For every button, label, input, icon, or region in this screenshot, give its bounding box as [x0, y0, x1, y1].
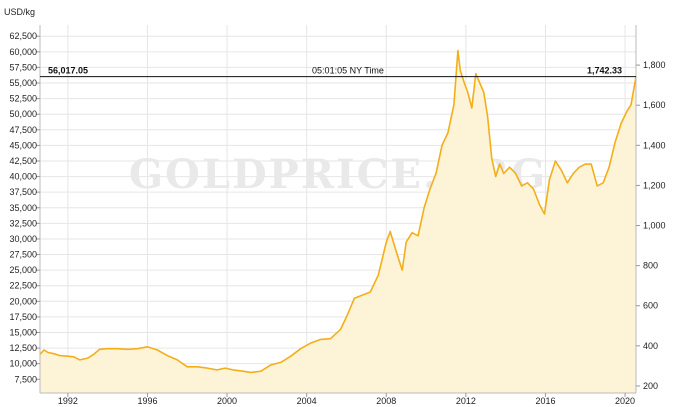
- left-tick-label: 27,500: [9, 250, 37, 260]
- x-tick-label: 2016: [535, 396, 555, 406]
- right-axis-ticks: 200 400 600 800 1,000 1,200 1,400 1,600 1,800: [636, 60, 666, 391]
- left-tick-label: 32,500: [9, 218, 37, 228]
- left-tick-label: 20,000: [9, 296, 37, 306]
- left-tick-label: 30,000: [9, 234, 37, 244]
- left-tick-label: 45,000: [9, 140, 37, 150]
- series-area-fill: [40, 50, 636, 393]
- series-line-path: [39, 49, 637, 374]
- right-tick-label: 1,200: [643, 180, 666, 190]
- right-tick-label: 1,600: [643, 100, 666, 110]
- x-axis-ticks: 1992 1996 2000 2004 2008 2012 2016 2020: [58, 393, 635, 406]
- right-tick-label: 1,800: [643, 60, 666, 70]
- axes: [39, 25, 637, 394]
- left-tick-label: 7,500: [14, 374, 37, 384]
- left-tick-label: 42,500: [9, 156, 37, 166]
- series-area: [40, 50, 636, 393]
- left-tick-label: 10,000: [9, 359, 37, 369]
- left-tick-label: 22,500: [9, 281, 37, 291]
- left-tick-label: 17,500: [9, 312, 37, 322]
- x-tick-label: 1996: [137, 396, 157, 406]
- left-tick-label: 25,000: [9, 265, 37, 275]
- left-tick-label: 55,000: [9, 78, 37, 88]
- left-tick-label: 15,000: [9, 327, 37, 337]
- left-tick-label: 37,500: [9, 187, 37, 197]
- crosshair-right-value: 1,742.33: [587, 66, 622, 76]
- right-tick-label: 200: [643, 381, 658, 391]
- left-tick-label: 47,500: [9, 125, 37, 135]
- right-tick-label: 600: [643, 301, 658, 311]
- left-tick-label: 57,500: [9, 62, 37, 72]
- x-tick-label: 2008: [376, 396, 396, 406]
- left-tick-label: 40,000: [9, 172, 37, 182]
- crosshair[interactable]: 56,017.05 05:01:05 NY Time 1,742.33: [40, 66, 636, 78]
- x-tick-label: 2020: [615, 396, 635, 406]
- x-tick-label: 2004: [297, 396, 317, 406]
- x-tick-label: 2012: [456, 396, 476, 406]
- right-tick-label: 800: [643, 261, 658, 271]
- left-tick-label: 62,500: [9, 31, 37, 41]
- crosshair-left-value: 56,017.05: [48, 66, 88, 76]
- x-tick-label: 2000: [217, 396, 237, 406]
- right-tick-label: 1,400: [643, 140, 666, 150]
- right-tick-label: 400: [643, 341, 658, 351]
- right-tick-label: 1,000: [643, 221, 666, 231]
- x-tick-label: 1992: [58, 396, 78, 406]
- series-line: [39, 49, 637, 374]
- left-tick-label: 50,000: [9, 109, 37, 119]
- left-tick-label: 35,000: [9, 203, 37, 213]
- left-tick-label: 60,000: [9, 47, 37, 57]
- crosshair-time-label: 05:01:05 NY Time: [312, 66, 384, 76]
- left-axis-unit-label: USD/kg: [4, 7, 35, 17]
- left-tick-label: 52,500: [9, 94, 37, 104]
- left-tick-label: 12,500: [9, 343, 37, 353]
- left-axis-ticks: 7,500 10,000 12,500 15,000 17,500 20,000 22,50…: [9, 31, 40, 384]
